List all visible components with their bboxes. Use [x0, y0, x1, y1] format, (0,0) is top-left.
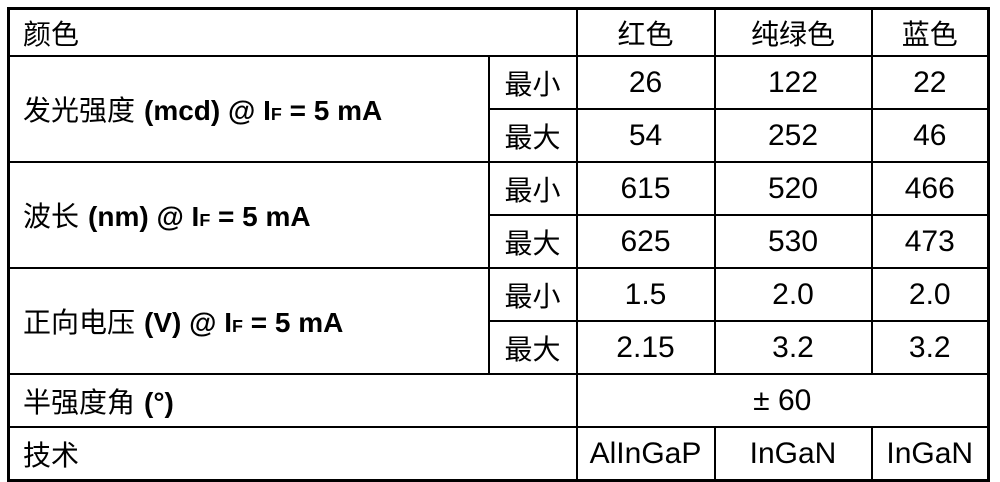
forward-voltage-label-latin: (V) @ IF = 5 mA: [144, 307, 344, 338]
technology-row: 技术 AlInGaP InGaN InGaN: [7, 426, 990, 482]
wavelength-label-latin: (nm) @ IF = 5 mA: [88, 201, 311, 232]
luminous-intensity-min-row: 发光强度 (mcd) @ IF = 5 mA 最小 26 122 22: [7, 55, 990, 163]
half-intensity-angle-row: 半强度角 (°) ± 60: [7, 373, 990, 428]
technology-label-cell: 技术: [7, 426, 578, 482]
column-header-pure-green: 纯绿色: [713, 7, 873, 57]
technology-green-cell: InGaN: [713, 426, 873, 482]
half-intensity-angle-label-cell: 半强度角 (°): [7, 373, 578, 428]
forward-voltage-label-cell: 正向电压 (V) @ IF = 5 mA: [7, 267, 490, 375]
value-cell: 3.2: [713, 320, 873, 375]
luminous-intensity-label-zh: 发光强度: [23, 96, 136, 127]
half-intensity-angle-label-zh: 半强度角: [23, 387, 136, 419]
min-label-cell: 最小: [487, 267, 578, 322]
value-cell: 122: [713, 55, 873, 110]
value-cell: 2.15: [575, 320, 716, 375]
value-cell: 466: [870, 161, 990, 216]
forward-voltage-min-row: 正向电压 (V) @ IF = 5 mA 最小 1.5 2.0 2.0: [7, 267, 990, 375]
if-subscript: F: [231, 316, 243, 336]
technology-red-cell: AlInGaP: [575, 426, 716, 482]
value-cell: 22: [870, 55, 990, 110]
luminous-intensity-max-row: 最大 54 252 46: [9, 108, 990, 163]
technology-blue-cell: InGaN: [870, 426, 990, 482]
value-cell: 26: [575, 55, 716, 110]
value-cell: 1.5: [575, 267, 716, 322]
min-label-cell: 最小: [487, 161, 578, 216]
value-cell: 530: [713, 214, 873, 269]
value-cell: 520: [713, 161, 873, 216]
value-cell: 3.2: [870, 320, 990, 375]
if-subscript: F: [270, 104, 282, 124]
led-specs-table: 颜色 红色 纯绿色 蓝色 发光强度 (mcd) @ IF = 5 mA 最小 26…: [7, 7, 990, 482]
wavelength-min-row: 波长 (nm) @ IF = 5 mA 最小 615 520 466: [7, 161, 990, 269]
value-cell: 252: [713, 108, 873, 163]
column-header-red: 红色: [575, 7, 716, 57]
value-cell: 2.0: [713, 267, 873, 322]
wavelength-label-zh: 波长: [23, 202, 80, 233]
luminous-intensity-label-cell: 发光强度 (mcd) @ IF = 5 mA: [7, 55, 490, 163]
wavelength-label-cell: 波长 (nm) @ IF = 5 mA: [7, 161, 490, 269]
half-intensity-angle-value: ± 60: [575, 373, 990, 428]
if-subscript: F: [199, 210, 211, 230]
corner-label: 颜色: [23, 19, 80, 51]
luminous-intensity-label-latin: (mcd) @ IF = 5 mA: [144, 95, 383, 126]
min-label-cell: 最小: [487, 55, 578, 110]
wavelength-max-row: 最大 625 530 473: [9, 214, 990, 269]
corner-cell-color: 颜色: [7, 7, 578, 57]
value-cell: 46: [870, 108, 990, 163]
value-cell: 2.0: [870, 267, 990, 322]
value-cell: 615: [575, 161, 716, 216]
technology-label-zh: 技术: [23, 440, 80, 472]
half-intensity-angle-unit: (°): [144, 386, 174, 418]
max-label-cell: 最大: [487, 214, 578, 269]
column-header-blue: 蓝色: [870, 7, 990, 57]
value-cell: 54: [575, 108, 716, 163]
forward-voltage-label-zh: 正向电压: [23, 308, 136, 339]
max-label-cell: 最大: [487, 108, 578, 163]
value-cell: 473: [870, 214, 990, 269]
max-label-cell: 最大: [487, 320, 578, 375]
value-cell: 625: [575, 214, 716, 269]
forward-voltage-max-row: 最大 2.15 3.2 3.2: [9, 320, 990, 375]
header-row: 颜色 红色 纯绿色 蓝色: [7, 7, 990, 57]
